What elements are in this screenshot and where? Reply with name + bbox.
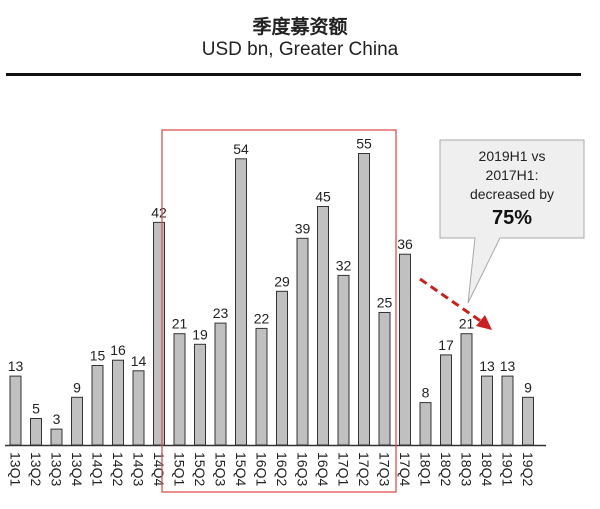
value-label: 9 (524, 379, 532, 395)
x-tick-label: 18Q1 (418, 452, 434, 486)
value-label: 54 (233, 141, 249, 157)
value-label: 45 (315, 189, 331, 205)
x-tick-label: 17Q1 (336, 452, 352, 486)
callout-bubble: 2019H1 vs 2017H1: decreased by 75% (439, 139, 585, 304)
x-tick-label: 18Q3 (459, 452, 475, 486)
value-label: 16 (110, 342, 126, 358)
bar-16Q3 (296, 237, 309, 446)
x-tick-label: 17Q3 (377, 452, 393, 486)
x-tick-label: 13Q2 (28, 452, 44, 486)
bar-16Q2 (276, 290, 288, 446)
trend-arrow-icon (419, 277, 492, 330)
value-label: 15 (90, 348, 106, 364)
x-tick-label: 15Q1 (172, 452, 188, 486)
value-label: 25 (377, 295, 393, 311)
x-tick-label: 18Q2 (438, 452, 454, 486)
callout-line-1: 2019H1 vs (479, 148, 546, 164)
value-label: 23 (213, 305, 229, 321)
bar-14Q3 (132, 370, 145, 446)
x-tick-label: 16Q2 (274, 452, 290, 486)
x-tick-label: 17Q4 (397, 452, 413, 486)
value-label: 8 (422, 385, 430, 401)
value-label: 55 (356, 136, 372, 152)
chart-subtitle: USD bn, Greater China (201, 39, 399, 60)
x-tick-label: 15Q3 (213, 452, 229, 486)
value-label: 3 (53, 411, 61, 427)
x-tick-label: 14Q2 (110, 452, 126, 486)
bar-18Q1 (419, 402, 432, 446)
title-divider (6, 73, 581, 76)
value-label: 39 (295, 220, 311, 236)
callout-value: 75% (492, 207, 532, 229)
value-label: 42 (151, 204, 167, 220)
bar-15Q2 (194, 343, 206, 446)
x-tick-label: 15Q2 (192, 452, 208, 486)
callout-line-2: 2017H1: (486, 167, 539, 183)
bar-19Q1 (501, 375, 514, 446)
bar-14Q1 (91, 365, 104, 446)
bar-18Q4 (481, 375, 493, 446)
bar-14Q2 (112, 359, 124, 446)
bar-15Q1 (173, 333, 186, 446)
x-tick-label: 14Q1 (90, 452, 106, 486)
value-label: 21 (172, 316, 188, 332)
bar-17Q1 (337, 274, 350, 446)
x-tick-label: 13Q4 (69, 452, 85, 486)
bar-14Q4 (153, 221, 165, 446)
bar-13Q3 (50, 428, 63, 446)
x-tick-label: 19Q2 (520, 452, 536, 486)
x-tick-label: 15Q4 (233, 452, 249, 486)
bar-13Q1 (9, 375, 22, 446)
chart-title: 季度募资额 (252, 16, 348, 38)
bar-15Q4 (235, 158, 247, 446)
x-tick-label: 18Q4 (479, 452, 495, 486)
bar-13Q2 (30, 418, 42, 446)
value-label: 29 (274, 273, 290, 289)
x-axis-tick-labels: 13Q1 13Q2 13Q3 13Q4 14Q1 14Q2 14Q3 14Q4 15Q1 15Q2… (8, 452, 537, 486)
bar-19Q2 (522, 396, 534, 446)
x-tick-label: 14Q4 (151, 452, 167, 486)
x-tick-label: 17Q2 (356, 452, 372, 486)
value-label: 36 (397, 236, 413, 252)
value-label: 9 (73, 379, 81, 395)
x-tick-label: 16Q3 (295, 452, 311, 486)
value-label: 17 (438, 337, 454, 353)
value-label: 19 (192, 326, 208, 342)
value-label: 13 (500, 358, 516, 374)
value-label: 32 (336, 257, 352, 273)
x-tick-label: 16Q1 (254, 452, 270, 486)
bars-group (9, 153, 534, 446)
x-tick-label: 19Q1 (500, 452, 516, 486)
callout-line-3: decreased by (470, 186, 554, 202)
x-tick-label: 13Q3 (49, 452, 65, 486)
bar-18Q2 (440, 354, 452, 446)
x-tick-label: 14Q3 (131, 452, 147, 486)
value-label: 13 (8, 358, 24, 374)
value-label: 14 (131, 353, 147, 369)
value-label: 13 (479, 358, 495, 374)
x-tick-label: 13Q1 (8, 452, 24, 486)
bar-18Q3 (460, 333, 473, 446)
value-label: 5 (32, 401, 40, 417)
bar-17Q3 (378, 312, 391, 446)
bar-13Q4 (71, 396, 83, 446)
bar-17Q4 (399, 253, 411, 446)
bar-15Q3 (214, 322, 227, 446)
bar-17Q2 (358, 153, 370, 446)
highlight-box (161, 129, 397, 493)
bar-16Q4 (317, 206, 329, 446)
x-tick-label: 16Q4 (315, 452, 331, 486)
value-label: 21 (459, 316, 475, 332)
bar-16Q1 (255, 327, 268, 446)
value-label: 22 (254, 310, 270, 326)
